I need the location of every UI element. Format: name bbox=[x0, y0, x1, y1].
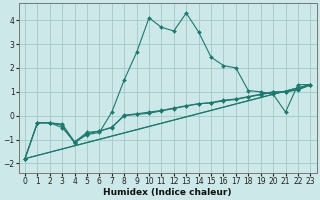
X-axis label: Humidex (Indice chaleur): Humidex (Indice chaleur) bbox=[103, 188, 232, 197]
